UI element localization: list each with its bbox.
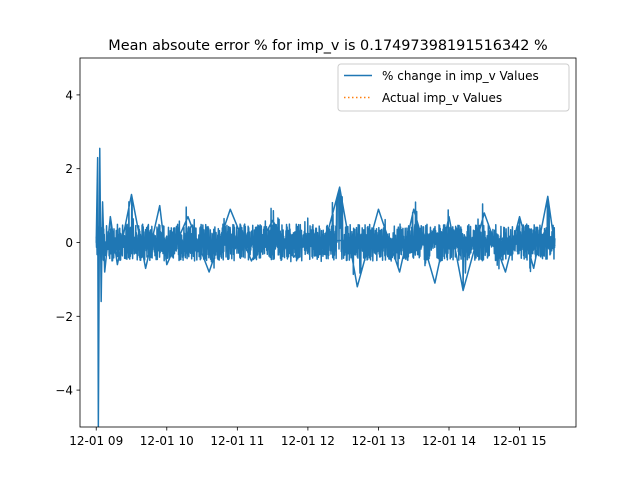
x-tick-label: 12-01 10 (140, 434, 194, 448)
y-axis: −4 −2 0 2 4 (55, 88, 80, 398)
y-tick-label: 2 (65, 162, 73, 176)
chart-title: Mean absoute error % for imp_v is 0.1749… (108, 38, 547, 54)
legend-label-series-1: % change in imp_v Values (382, 69, 539, 83)
x-tick-label: 12-01 09 (69, 434, 123, 448)
legend-label-series-2: Actual imp_v Values (382, 91, 502, 105)
x-tick-label: 12-01 12 (281, 434, 335, 448)
plot-area (95, 147, 556, 427)
x-tick-label: 12-01 11 (210, 434, 264, 448)
legend-box (337, 63, 570, 112)
axes-frame (79, 57, 577, 428)
y-tick-label: −4 (55, 384, 73, 398)
x-tick-label: 12-01 13 (351, 434, 405, 448)
y-tick-label: 0 (65, 236, 73, 250)
y-tick-label: 4 (65, 88, 73, 102)
series-line-imp-v-change (95, 147, 556, 427)
legend: % change in imp_v Values Actual imp_v Va… (337, 63, 570, 112)
y-tick-label: −2 (55, 310, 73, 324)
x-tick-label: 12-01 15 (493, 434, 547, 448)
x-tick-label: 12-01 14 (422, 434, 476, 448)
x-axis: 12-01 09 12-01 10 12-01 11 12-01 12 12-01 13… (69, 427, 547, 448)
